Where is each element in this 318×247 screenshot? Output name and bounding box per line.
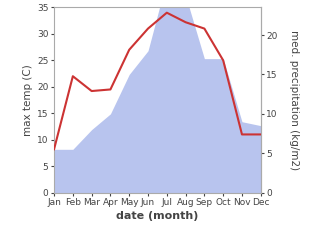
- Y-axis label: med. precipitation (kg/m2): med. precipitation (kg/m2): [289, 30, 299, 170]
- X-axis label: date (month): date (month): [116, 211, 199, 221]
- Y-axis label: max temp (C): max temp (C): [23, 64, 33, 136]
